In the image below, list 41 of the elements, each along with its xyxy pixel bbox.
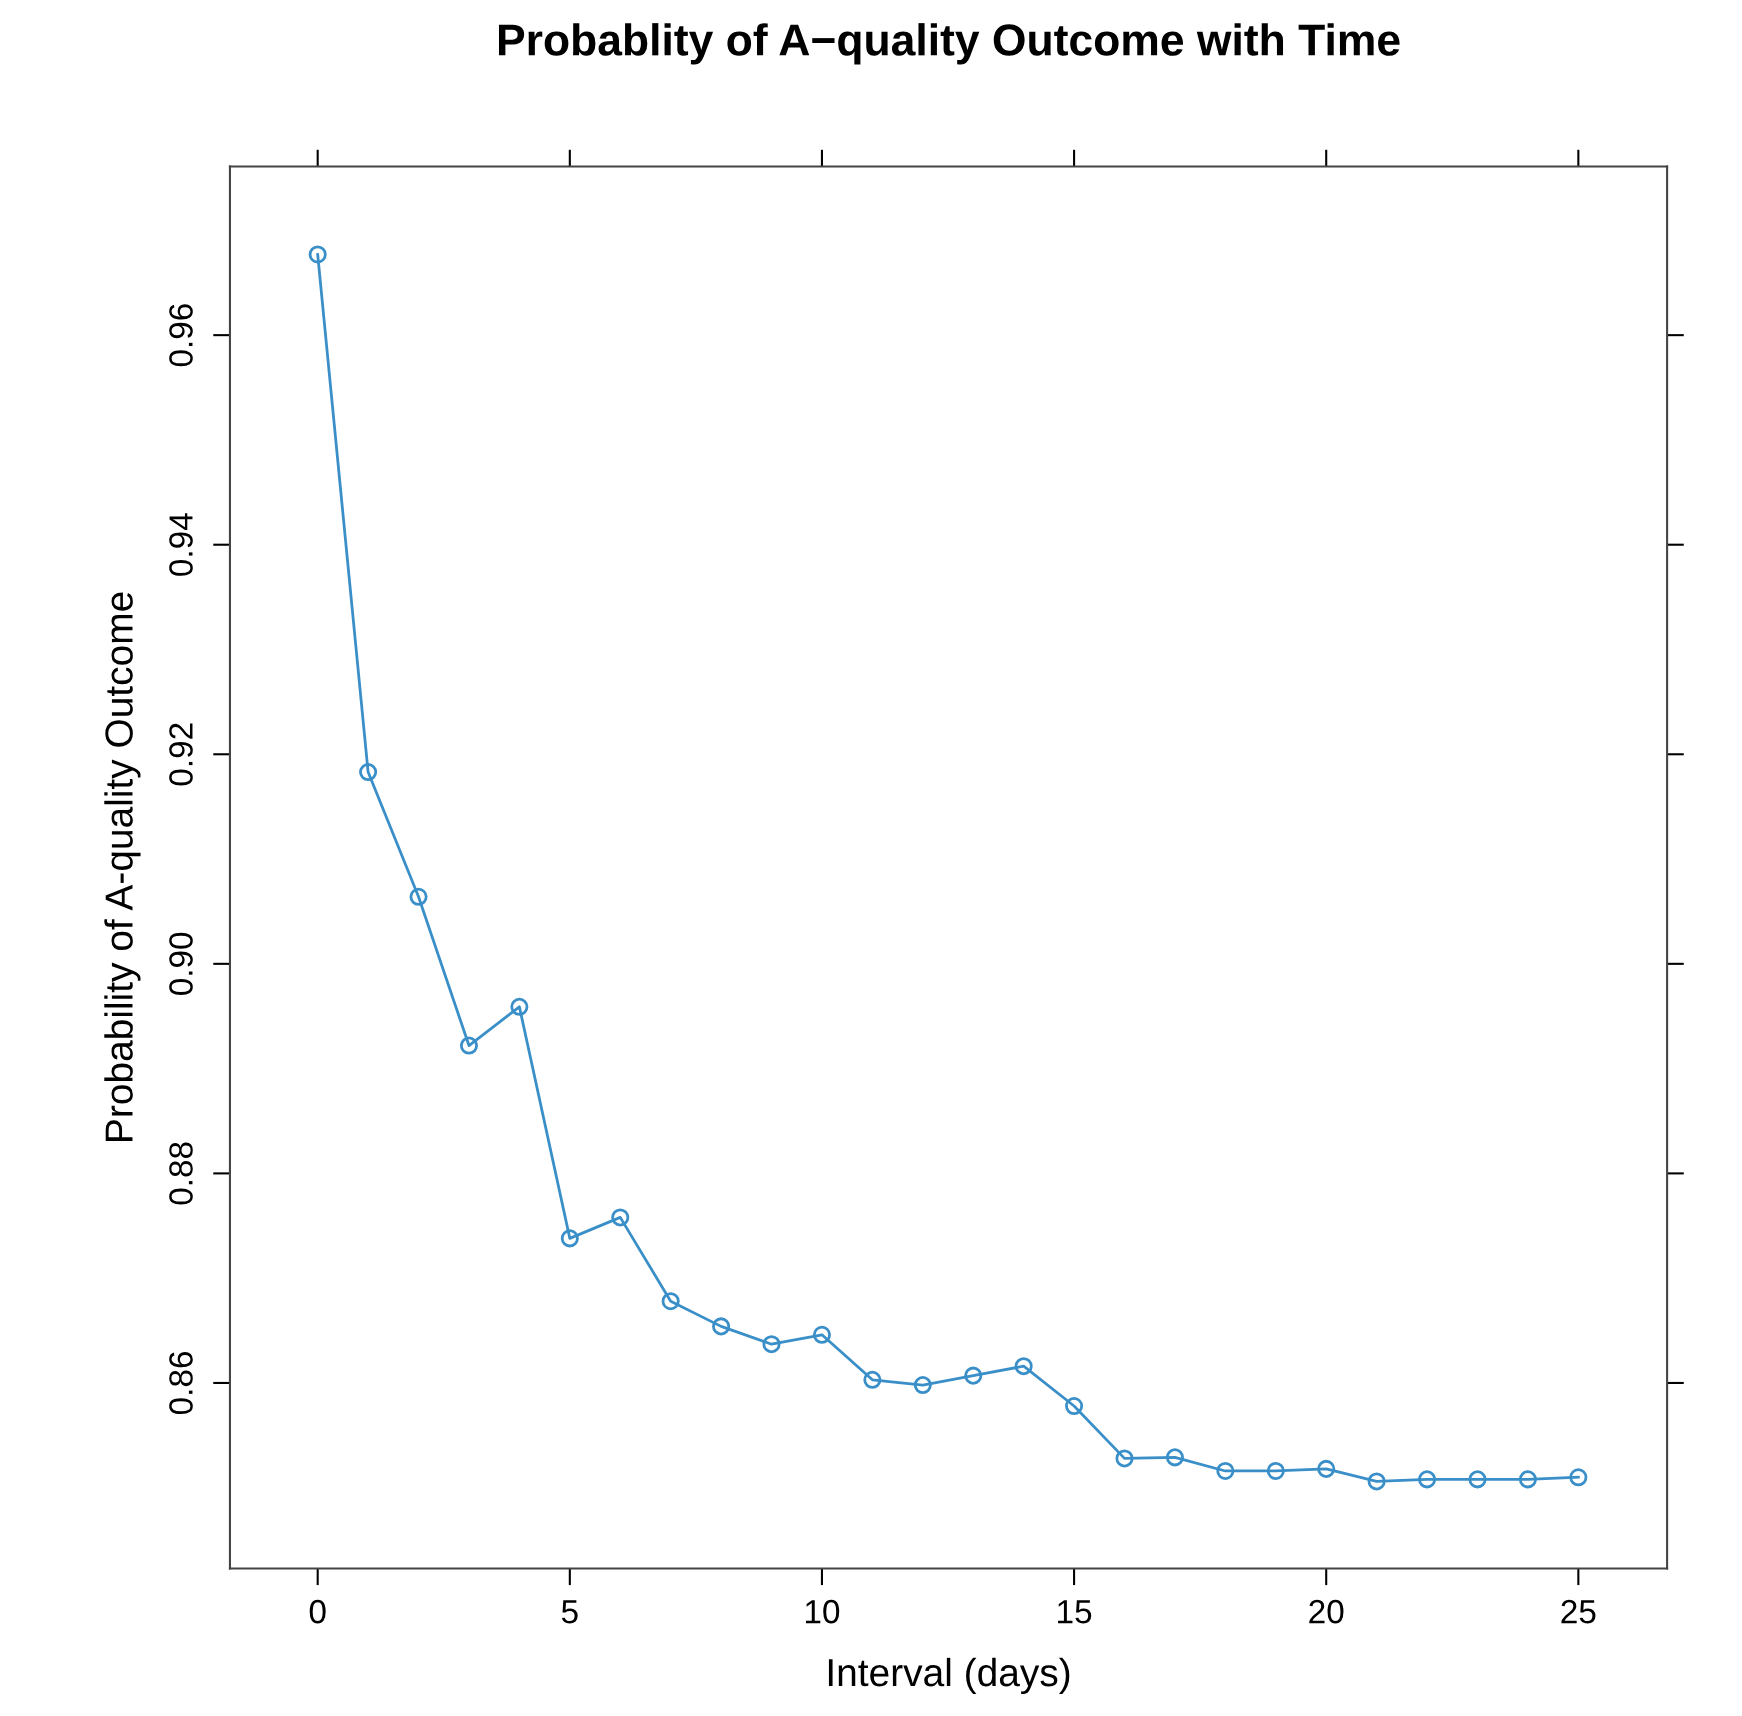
point bbox=[1367, 1472, 1386, 1491]
y-axis-title: Probability of A-quality Outcome bbox=[104, 592, 141, 1141]
y-tick-label: 0.90 bbox=[169, 932, 193, 995]
point bbox=[308, 245, 327, 264]
x-tick-label: 15 bbox=[1058, 1600, 1092, 1624]
point bbox=[359, 763, 378, 782]
y-tick-label: 0.86 bbox=[169, 1351, 193, 1415]
y-tick-label: 0.94 bbox=[169, 513, 193, 576]
point bbox=[812, 1325, 831, 1344]
x-tick-label: 5 bbox=[561, 1600, 578, 1624]
point bbox=[913, 1376, 932, 1395]
x-tick-label: 10 bbox=[805, 1599, 840, 1624]
point bbox=[1569, 1468, 1588, 1487]
chart-title: Probablity of A−quality Outcome with Time bbox=[498, 23, 1400, 65]
point bbox=[1065, 1396, 1084, 1416]
point bbox=[1418, 1470, 1437, 1489]
point bbox=[762, 1335, 781, 1354]
point bbox=[863, 1370, 882, 1389]
y-tick-label: 0.88 bbox=[169, 1142, 193, 1205]
y-tick-label: 0.92 bbox=[169, 723, 193, 786]
x-tick-label: 20 bbox=[1309, 1599, 1344, 1624]
point bbox=[1165, 1448, 1184, 1467]
point bbox=[409, 887, 428, 906]
point bbox=[964, 1366, 983, 1385]
point bbox=[611, 1208, 630, 1227]
x-tick-label: 25 bbox=[1561, 1599, 1596, 1624]
y-tick-label: 0.96 bbox=[169, 304, 193, 367]
point bbox=[1518, 1470, 1537, 1489]
point bbox=[459, 1036, 478, 1055]
point bbox=[1468, 1470, 1487, 1489]
point bbox=[661, 1292, 680, 1311]
point bbox=[712, 1317, 731, 1336]
point bbox=[560, 1229, 579, 1248]
x-axis-title: Interval (days) bbox=[828, 1657, 1070, 1695]
point bbox=[510, 997, 529, 1016]
point bbox=[1317, 1459, 1336, 1478]
point bbox=[1115, 1449, 1134, 1468]
x-tick-label: 0 bbox=[309, 1599, 326, 1624]
point bbox=[1266, 1461, 1285, 1480]
point bbox=[1014, 1357, 1033, 1376]
point bbox=[1216, 1461, 1235, 1480]
